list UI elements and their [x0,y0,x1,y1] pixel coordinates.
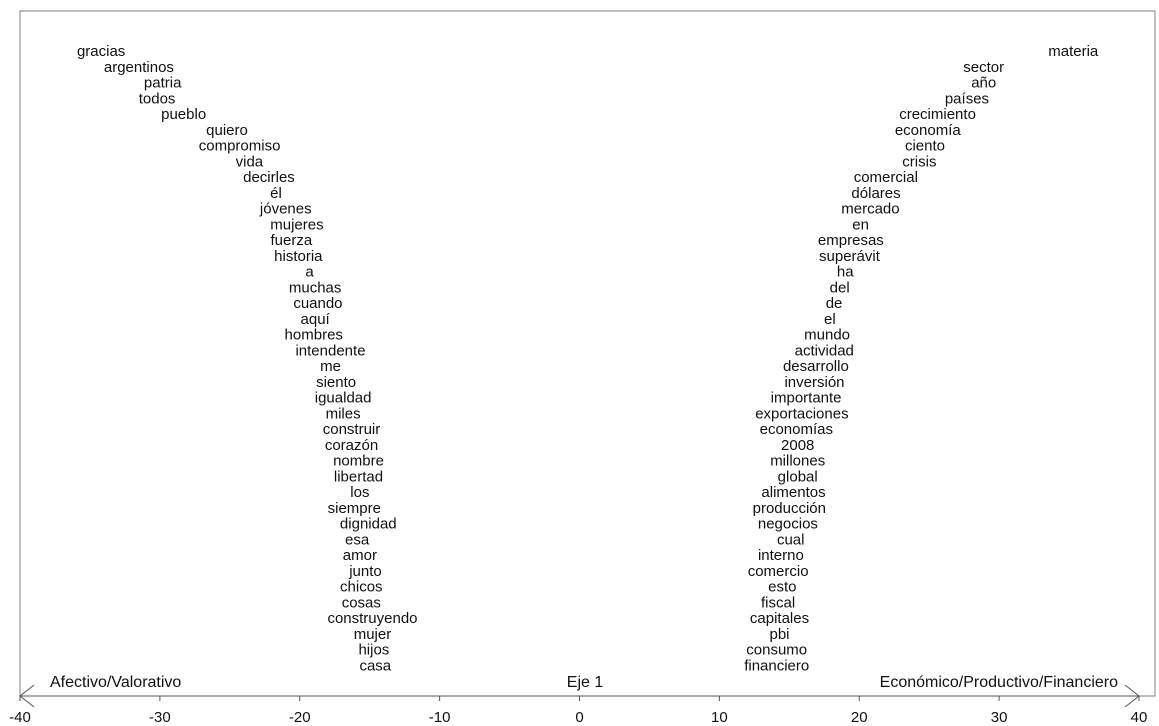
word-point-afectivo: historia [274,248,323,265]
right-words: materiasectorañopaísescrecimientoeconomí… [744,43,1099,674]
word-point-afectivo: argentinos [104,59,174,76]
word-point-afectivo: cuando [293,295,342,312]
word-point-economico: importante [771,390,842,407]
word-point-afectivo: esa [345,531,370,548]
word-point-economico: empresas [818,232,884,249]
word-point-afectivo: corazón [325,437,378,454]
word-point-afectivo: libertad [334,468,383,485]
x-tick-label: -40 [9,709,31,726]
word-point-afectivo: construyendo [327,610,417,627]
tick-layer: -40 -30 -20 -10 0 10 20 30 40 [9,696,1147,726]
word-point-economico: global [778,468,818,485]
word-point-economico: del [830,279,850,296]
word-point-economico: financiero [744,657,809,674]
word-point-economico: pbi [770,626,790,643]
word-point-afectivo: construir [323,421,381,438]
word-point-afectivo: mujeres [270,216,323,233]
left-pole-label: Afectivo/Valorativo [50,674,181,691]
axis-title: Eje 1 [567,674,604,691]
x-tick-label: -10 [429,709,451,726]
right-pole-label: Económico/Productivo/Financiero [880,674,1118,691]
word-point-economico: 2008 [781,437,814,454]
word-point-afectivo: siempre [328,500,381,517]
word-point-economico: mercado [841,201,899,218]
word-point-afectivo: muchas [289,279,342,296]
word-point-afectivo: decirles [243,169,295,186]
word-point-economico: crecimiento [899,106,976,123]
word-point-afectivo: junto [348,563,382,580]
word-point-economico: comercial [854,169,918,186]
word-point-afectivo: los [350,484,369,501]
word-point-economico: interno [758,547,804,564]
word-point-afectivo: igualdad [315,390,372,407]
word-point-afectivo: nombre [333,453,384,470]
word-point-economico: economías [760,421,833,438]
word-point-economico: comercio [748,563,809,580]
word-point-afectivo: quiero [206,122,248,139]
word-point-economico: cual [777,531,805,548]
word-point-afectivo: a [305,264,314,281]
word-point-economico: el [824,311,836,328]
left-words: graciasargentinospatriatodospuebloquiero… [77,43,418,674]
word-point-economico: ha [837,264,854,281]
word-point-afectivo: aquí [301,311,331,328]
word-point-economico: economía [895,122,962,139]
x-tick-label: 10 [711,709,728,726]
word-point-economico: negocios [758,516,818,533]
word-point-afectivo: me [320,358,341,375]
word-point-economico: países [945,90,989,107]
word-point-economico: materia [1048,43,1099,60]
word-point-afectivo: todos [139,90,176,107]
word-point-economico: millones [770,453,825,470]
word-point-afectivo: chicos [340,579,383,596]
word-point-afectivo: miles [326,405,361,422]
word-point-economico: dólares [851,185,900,202]
word-point-economico: ciento [905,138,945,155]
word-point-afectivo: hijos [358,642,389,659]
x-tick-label: 40 [1131,709,1148,726]
word-point-afectivo: siento [316,374,356,391]
x-tick-label: 30 [991,709,1008,726]
word-point-economico: exportaciones [755,405,848,422]
word-point-afectivo: pueblo [161,106,206,123]
word-point-economico: año [971,75,996,92]
word-point-afectivo: patria [144,75,182,92]
word-point-economico: sector [963,59,1004,76]
word-point-afectivo: casa [359,657,391,674]
word-point-afectivo: cosas [342,594,381,611]
word-point-afectivo: gracias [77,43,125,60]
word-point-economico: desarrollo [783,358,849,375]
word-point-economico: inversión [784,374,844,391]
x-tick-label: -30 [149,709,171,726]
word-point-economico: actividad [795,342,854,359]
word-point-afectivo: hombres [285,327,343,344]
word-point-economico: alimentos [761,484,825,501]
word-point-economico: fiscal [761,594,795,611]
word-point-afectivo: vida [236,153,264,170]
x-tick-label: 20 [851,709,868,726]
word-point-afectivo: intendente [295,342,365,359]
word-point-economico: en [852,216,869,233]
word-point-afectivo: dignidad [340,516,397,533]
x-tick-label: -20 [289,709,311,726]
word-point-economico: capitales [750,610,809,627]
word-point-economico: consumo [746,642,807,659]
word-point-economico: superávit [819,248,881,265]
word-point-economico: de [826,295,843,312]
word-point-afectivo: jóvenes [259,201,312,218]
x-tick-label: 0 [575,709,583,726]
word-point-afectivo: compromiso [199,138,281,155]
word-point-afectivo: mujer [354,626,392,643]
word-point-economico: mundo [804,327,850,344]
word-point-afectivo: fuerza [271,232,313,249]
word-point-afectivo: él [270,185,282,202]
word-point-afectivo: amor [343,547,377,564]
word-point-economico: producción [753,500,826,517]
word-point-economico: crisis [902,153,936,170]
word-point-economico: esto [768,579,796,596]
